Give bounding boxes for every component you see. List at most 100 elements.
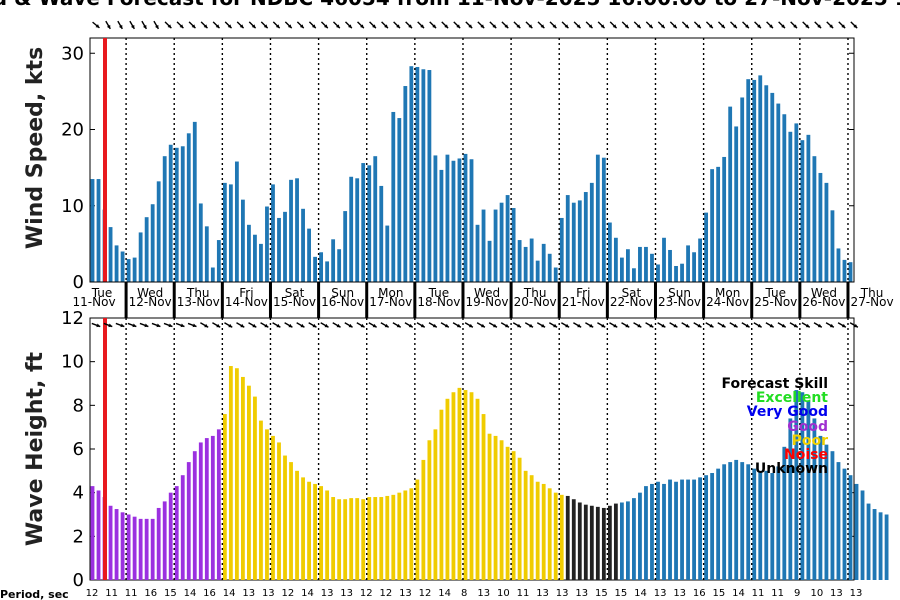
day-boundary-tick <box>509 282 513 318</box>
period-value: 13 <box>575 588 588 599</box>
wave-ytick-label: 10 <box>61 352 84 373</box>
wind-bar <box>90 179 95 282</box>
wind-bar <box>541 243 546 282</box>
period-value: 13 <box>399 588 412 599</box>
wind-bar <box>595 154 600 282</box>
day-of-week-label: Thu <box>186 286 210 300</box>
wind-bar <box>776 103 781 282</box>
wave-direction-arrowhead <box>793 323 798 328</box>
wind-bar <box>589 182 594 282</box>
wind-direction-arrowhead <box>516 24 521 29</box>
wind-bar <box>668 249 672 282</box>
wave-bar <box>234 368 239 580</box>
period-labels: 12 11 11 16 15 14 16 14 13 13 12 14 13 13 12 12 13 12 14 8 1… <box>86 588 863 599</box>
wave-bar <box>222 414 227 580</box>
wind-bar <box>355 178 360 282</box>
wave-direction-arrowhead <box>577 323 582 328</box>
wave-direction-arrowhead <box>408 323 413 328</box>
wave-bar <box>132 516 137 580</box>
wind-bar <box>144 217 149 282</box>
wave-bar <box>439 409 444 580</box>
wind-direction-arrowhead <box>841 24 846 29</box>
wave-bar <box>409 488 414 580</box>
period-value: 16 <box>693 588 706 599</box>
wind-bar <box>222 182 227 282</box>
wave-now-marker <box>103 318 107 580</box>
wave-bar <box>391 494 396 580</box>
wave-bar <box>427 440 432 580</box>
wind-bar <box>559 217 564 282</box>
wave-bar <box>794 390 799 580</box>
period-value: 14 <box>301 588 314 599</box>
wind-direction-arrowhead <box>672 24 677 29</box>
wave-bar <box>271 435 275 580</box>
wind-direction-arrowhead <box>106 24 111 29</box>
wind-bar <box>650 253 654 282</box>
wave-direction-arrowhead <box>649 323 654 328</box>
wave-direction-arrowhead <box>228 323 233 328</box>
wind-bar <box>439 169 444 282</box>
wind-direction-arrowhead <box>251 24 256 29</box>
legend-very-good: Very Good <box>747 404 828 420</box>
wind-bar <box>499 202 504 282</box>
wind-bar <box>800 140 805 282</box>
wind-bar <box>487 240 492 282</box>
wave-direction-arrowhead <box>517 323 522 328</box>
wind-direction-arrowhead <box>781 24 785 29</box>
date-label: 27-Nov <box>851 295 894 309</box>
wind-bar <box>469 159 474 282</box>
wave-direction-arrowhead <box>637 323 642 328</box>
period-value: 13 <box>340 588 353 599</box>
wave-bar <box>638 492 642 580</box>
wave-bar <box>228 366 233 580</box>
date-label: 26-Nov <box>802 295 845 309</box>
wind-bar <box>674 265 678 282</box>
wave-bar <box>734 459 739 580</box>
wind-direction-arrowhead <box>684 24 689 29</box>
wave-direction-arrowhead <box>817 323 822 328</box>
wind-bar <box>295 178 299 282</box>
wave-bar <box>96 490 101 580</box>
wave-bar <box>325 490 330 580</box>
day-of-week-label: Wed <box>811 286 837 300</box>
legend-poor: Poor <box>792 433 828 449</box>
wave-direction-arrowhead <box>709 323 714 328</box>
wave-direction-arrowhead <box>372 323 377 328</box>
wave-bar <box>240 376 245 580</box>
wave-direction-arrowhead <box>685 323 690 328</box>
wave-direction-arrowhead <box>853 323 858 328</box>
wave-direction-arrowhead <box>805 323 810 328</box>
wave-direction-arrowhead <box>300 323 305 328</box>
wind-bar <box>289 179 293 282</box>
legend-unknown: Unknown <box>755 461 828 477</box>
wave-bar <box>421 459 426 580</box>
wind-direction-arrowhead <box>227 24 232 29</box>
wind-bar <box>210 267 215 282</box>
wave-bar <box>722 464 727 580</box>
wave-bar <box>361 499 366 580</box>
day-of-week-label: Sun <box>668 286 691 300</box>
wave-bar <box>253 396 257 580</box>
wind-bar <box>132 257 137 282</box>
wind-bar <box>505 195 510 282</box>
date-label: 25-Nov <box>754 295 797 309</box>
wind-direction-arrowhead <box>552 24 557 29</box>
wave-bar <box>295 470 299 580</box>
wave-direction-arrowhead <box>252 323 257 328</box>
wave-bar <box>872 509 877 580</box>
wave-bar <box>601 507 606 580</box>
wind-bar <box>746 79 751 282</box>
wind-direction-arrowhead <box>793 24 798 29</box>
wind-bar <box>421 69 426 282</box>
wave-ytick-label: 12 <box>61 308 84 329</box>
wave-bar <box>656 481 660 580</box>
wave-bar <box>150 518 155 580</box>
wave-bar <box>812 418 817 580</box>
wind-direction-arrowhead <box>733 24 737 29</box>
wind-bar <box>379 185 384 282</box>
wind-bar <box>824 182 829 282</box>
wave-bar <box>541 483 546 580</box>
wave-bar <box>457 387 462 580</box>
wind-direction-arrowhead <box>708 24 713 29</box>
wind-bar <box>523 246 528 282</box>
